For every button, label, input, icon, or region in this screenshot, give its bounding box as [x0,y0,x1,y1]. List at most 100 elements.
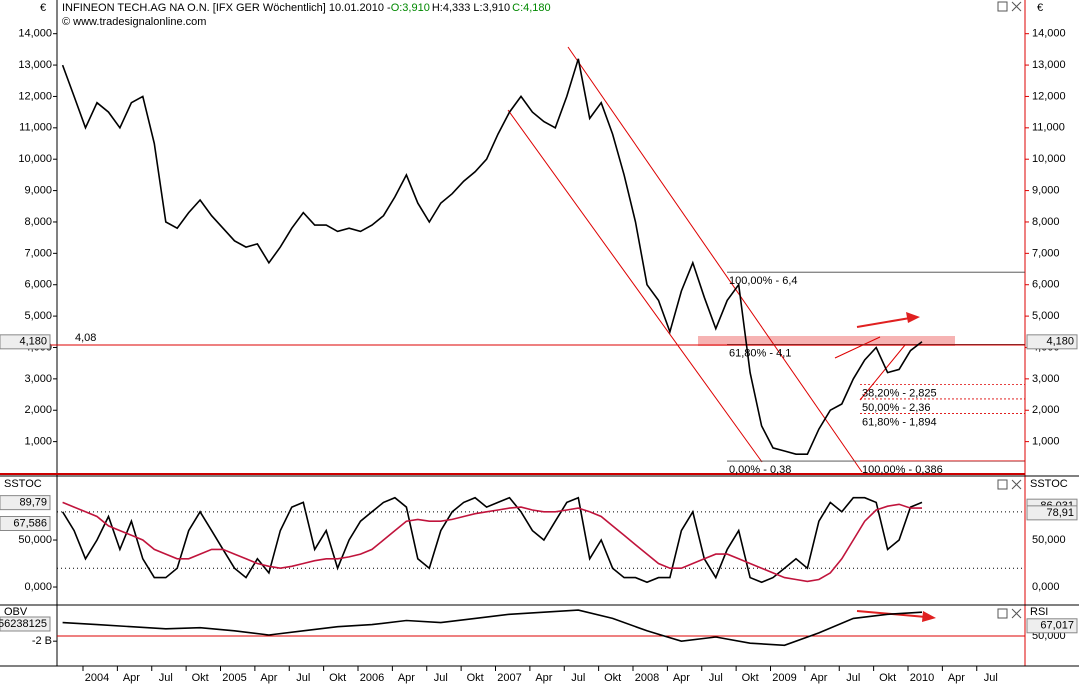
x-tick-label: Okt [192,672,209,684]
y-tick-label: 0,000 [1032,581,1060,593]
level-label: 4,08 [75,332,96,344]
x-tick-label: 2008 [635,672,659,684]
source: © www.tradesignalonline.com [62,16,206,28]
y-tick-label: 10,000 [18,153,52,165]
channel-line [567,46,863,473]
x-tick-label: 2005 [222,672,246,684]
x-tick-label: Okt [879,672,896,684]
fib-label: 50,00% - 2,36 [862,402,931,414]
close: C:4,180 [512,2,551,14]
y-tick-label: 12,000 [1032,90,1066,102]
price-line [61,58,923,456]
x-tick-label: Apr [260,672,277,684]
value-label-box [0,495,51,511]
y-tick-label: 50,000 [1032,534,1066,546]
y-tick-label: 14,000 [1032,28,1066,40]
panel-title: SSTOC [4,478,42,490]
value-label-box [0,616,51,632]
x-tick-label: Jul [571,672,585,684]
trend-line [859,344,906,401]
last-value: 4,180 [1046,336,1074,348]
y-tick-label: 10,000 [1032,153,1066,165]
high-low: H:4,333 L:3,910 [432,2,510,14]
x-tick-label: Jul [296,672,310,684]
value-label-box [1026,618,1078,634]
y-tick-label: 8,000 [24,216,52,228]
y-tick-label: 9,000 [1032,184,1060,196]
fib-label: 61,80% - 4,1 [729,347,791,359]
x-tick-label: Jul [846,672,860,684]
y-tick-label: 11,000 [1032,122,1065,134]
channel-line [507,109,763,463]
x-tick-label: 2007 [497,672,521,684]
last-value-box [0,334,51,350]
y-tick-label: 13,000 [18,59,52,71]
value-label: 67,017 [1040,620,1074,632]
y-tick-label: 14,000 [18,28,52,40]
fib-label: 100,00% - 0,386 [862,464,943,476]
title-text: INFINEON TECH.AG NA O.N. [IFX GER Wöchen… [62,2,391,14]
y-tick-label: 50,000 [18,534,52,546]
last-value: 4,180 [19,336,47,348]
value-label: 56238125 [0,618,47,630]
y-tick-label: 6,000 [1032,279,1060,291]
panel-title: RSI [1030,606,1048,618]
x-tick-label: Apr [948,672,965,684]
y-tick-label: 6,000 [24,279,52,291]
y-tick-label: 5,000 [1032,310,1060,322]
window-buttons[interactable] [997,1,1022,619]
x-tick-label: Apr [398,672,415,684]
value-label: 78,91 [1046,507,1074,519]
fib-label: 38,20% - 2,825 [862,387,937,399]
last-value-box [1026,334,1078,350]
y-tick-label: 5,000 [24,310,52,322]
y-tick-label: 0,000 [24,581,52,593]
x-tick-label: Okt [467,672,484,684]
y-tick-label: 7,000 [1032,247,1060,259]
x-tick-label: Okt [329,672,346,684]
value-label: 67,586 [13,517,47,529]
x-tick-label: 2006 [360,672,384,684]
x-tick-label: Apr [535,672,552,684]
channel [507,46,906,473]
y-tick-label: 13,000 [1032,59,1066,71]
currency: € [1037,2,1043,14]
currency: € [40,2,46,14]
y-tick-label: 2,000 [24,404,52,416]
open: O:3,910 [391,2,430,14]
panel-title: OBV [4,606,28,618]
x-tick-label: Jul [434,672,448,684]
y-tick-label: 8,000 [1032,216,1060,228]
x-tick-label: 2009 [772,672,796,684]
fib-label: 61,80% - 1,894 [862,416,937,428]
highlight-zone [698,336,955,346]
x-tick-label: 2004 [85,672,109,684]
x-tick-label: Apr [673,672,690,684]
x-tick-label: Apr [123,672,140,684]
y-tick-label: 12,000 [18,90,52,102]
x-tick-label: Jul [709,672,723,684]
y-tick-label: 2,000 [1032,404,1060,416]
x-tick-label: Apr [810,672,827,684]
x-tick-label: Okt [742,672,759,684]
y-tick-label: 11,000 [19,122,52,134]
y-tick-label: 3,000 [1032,373,1060,385]
x-tick-label: Jul [984,672,998,684]
y-tick-label: 1,000 [1032,436,1060,448]
sstoc-line [61,496,923,584]
y-tick-label: 3,000 [24,373,52,385]
title: INFINEON TECH.AG NA O.N. [IFX GER Wöchen… [62,2,551,14]
sstoc-line [62,501,922,583]
panel-title: SSTOC [1030,478,1068,490]
x-tick-label: Jul [159,672,173,684]
y-tick-label: -2 B [32,635,52,647]
fib-label: 100,00% - 6,4 [729,275,798,287]
obv-line [62,609,923,647]
value-label: 89,79 [19,497,47,509]
x-tick-label: Okt [604,672,621,684]
fib-label: 0,00% - 0,38 [729,464,791,476]
trend-line [834,336,881,359]
x-tick-label: 2010 [910,672,934,684]
value-label-box [1026,505,1078,521]
